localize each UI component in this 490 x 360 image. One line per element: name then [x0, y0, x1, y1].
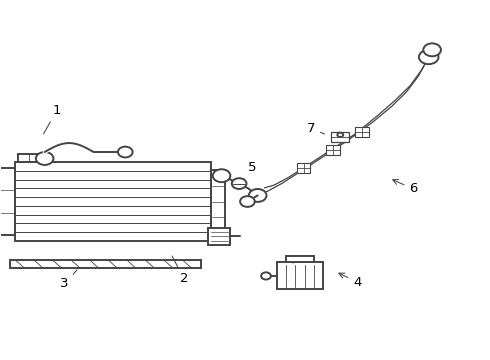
Circle shape — [423, 43, 441, 56]
Bar — [208, 228, 230, 244]
Circle shape — [213, 169, 230, 182]
Bar — [286, 256, 314, 262]
Bar — [326, 145, 340, 155]
Bar — [297, 163, 311, 173]
Bar — [277, 262, 323, 289]
Text: 7: 7 — [307, 122, 324, 135]
Text: 1: 1 — [44, 104, 61, 134]
Text: 3: 3 — [60, 270, 77, 291]
Circle shape — [232, 178, 246, 189]
Circle shape — [261, 273, 271, 279]
Bar — [15, 162, 211, 241]
Text: 5: 5 — [244, 161, 257, 180]
Circle shape — [118, 147, 133, 157]
Circle shape — [419, 50, 439, 64]
Bar — [331, 132, 349, 142]
Bar — [211, 170, 225, 233]
Circle shape — [249, 189, 267, 202]
Bar — [10, 260, 201, 268]
Circle shape — [240, 196, 255, 207]
Bar — [355, 127, 369, 136]
Text: 6: 6 — [393, 180, 418, 195]
Bar — [18, 154, 40, 162]
Circle shape — [337, 133, 343, 137]
Bar — [0, 168, 15, 235]
Text: 2: 2 — [172, 256, 188, 285]
Circle shape — [36, 152, 53, 165]
Text: 4: 4 — [339, 273, 362, 289]
